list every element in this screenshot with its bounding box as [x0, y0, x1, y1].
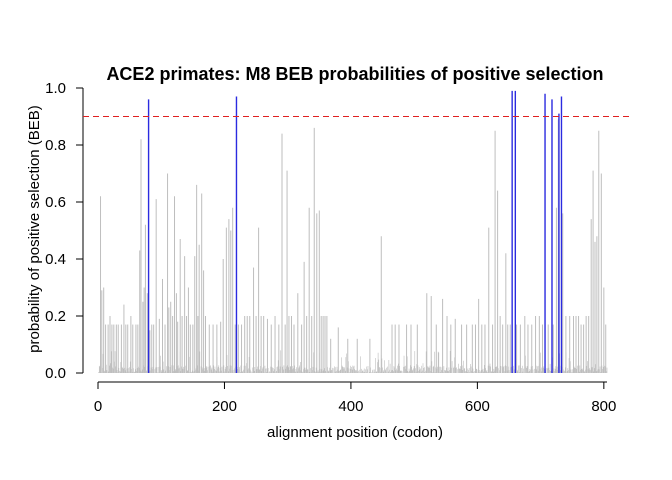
- y-tick-label: 0.2: [45, 308, 66, 325]
- x-axis-label: alignment position (codon): [267, 424, 443, 441]
- background-noise: [98, 350, 608, 373]
- x-axis-ticks: 0 200 400 600 800: [94, 382, 616, 415]
- chart-title: ACE2 primates: M8 BEB probabilities of p…: [106, 64, 603, 84]
- x-tick-label: 200: [212, 398, 237, 415]
- y-tick-label: 0.6: [45, 194, 66, 211]
- y-axis-label: probability of positive selection (BEB): [26, 105, 43, 353]
- y-tick-label: 1.0: [45, 80, 66, 97]
- x-tick-label: 0: [94, 398, 102, 415]
- y-tick-label: 0.0: [45, 365, 66, 382]
- x-tick-label: 400: [338, 398, 363, 415]
- y-tick-label: 0.8: [45, 137, 66, 154]
- selected-site-bars: [147, 90, 563, 373]
- background-bars: [100, 119, 607, 373]
- y-axis-ticks: 0.0 0.2 0.4 0.6 0.8 1.0: [45, 80, 83, 382]
- x-tick-label: 600: [465, 398, 490, 415]
- x-tick-label: 800: [591, 398, 616, 415]
- y-tick-label: 0.4: [45, 251, 66, 268]
